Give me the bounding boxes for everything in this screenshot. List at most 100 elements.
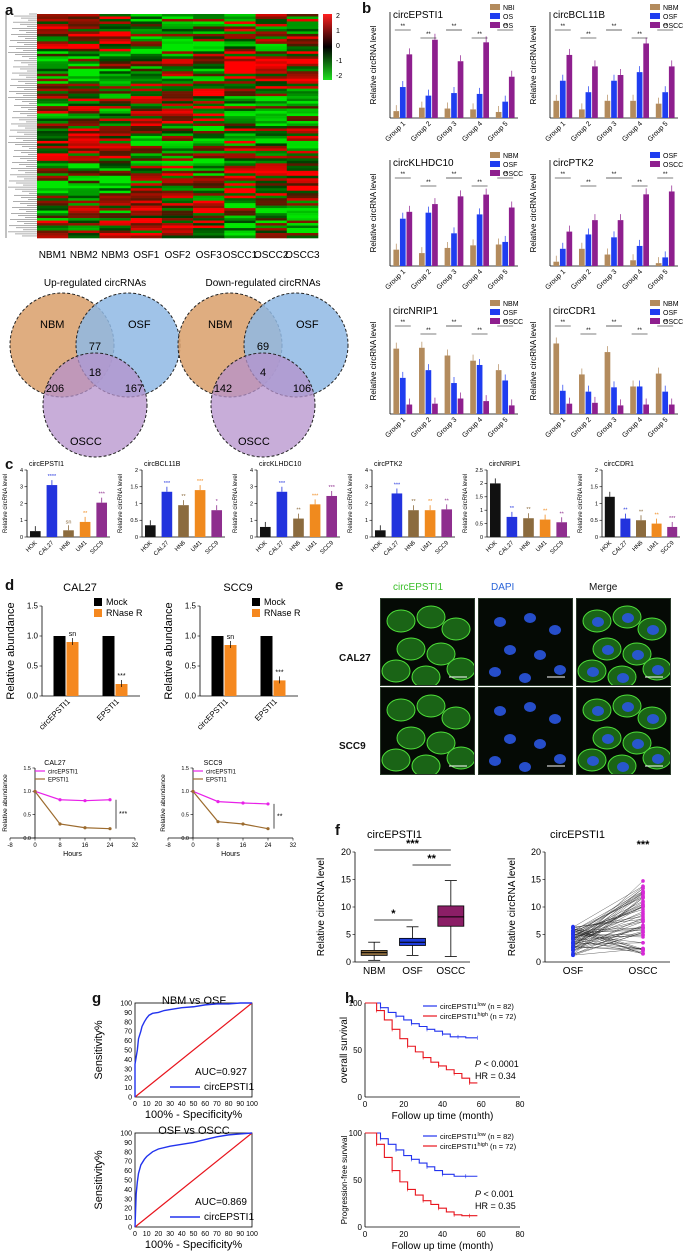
bar [636,520,646,537]
heatmap-cell [161,168,194,172]
heatmap-cell [286,153,319,157]
significance-mark: ** [510,506,515,512]
y-tick-label: 70 [124,1029,132,1036]
bar [309,504,321,537]
heatmap-cell [130,51,163,55]
heatmap-cell [224,210,256,214]
heatmap-cell [224,33,256,37]
pair-line [572,897,644,955]
heatmap-cell [286,168,319,172]
heatmap-cell [130,138,163,142]
heatmap-cell [224,98,256,102]
heatmap-cell [255,28,288,32]
bar [655,373,662,414]
y-tick-label: 1.5 [185,602,197,611]
heatmap-cells [37,14,319,239]
y-tick-label: 1 [20,518,23,524]
bar [393,249,400,266]
heatmap-cell [68,208,100,211]
y-tick-label: 0 [128,1225,132,1232]
y-tick-label: 50 [124,1048,132,1055]
significance-mark: ** [586,32,591,38]
x-tick-label: Group 2 [410,416,433,439]
legend-label: Mock [106,597,128,607]
legend-label: OSCC [663,23,683,30]
heatmap-cell [161,163,194,167]
y-tick-label: 80 [124,1149,132,1156]
heatmap-cell [37,140,69,144]
blue-nucleus [549,625,561,635]
heatmap-cell [255,66,288,70]
significance-mark: ** [586,328,591,334]
heatmap-cell [224,106,256,109]
heatmap-cell [161,111,194,114]
bar [259,526,271,537]
heatmap-cell [161,51,194,55]
heatmap-cell [68,43,100,47]
y-axis-label: Relative circRNA level [529,25,538,104]
y-tick-label: 0.5 [475,521,483,527]
significance-mark: ** [663,24,668,30]
heatmap-cell [161,195,194,199]
x-tick-label: Group 3 [596,416,619,439]
heatmap-cell [68,93,100,97]
significance-mark: *** [164,481,171,487]
x-tick-label: circEPSTI1 [37,697,72,732]
y-tick-label: 50 [353,1046,362,1055]
heatmap-cell [193,215,225,219]
heatmap-cell [286,210,319,214]
significance-mark: *** [669,516,676,522]
heatmap-cell [224,63,256,67]
heatmap-cell [255,133,288,137]
x-tick-label: Group 5 [647,416,670,439]
y-tick-label: 0.0 [23,836,31,842]
heatmap-cell [224,51,256,55]
heatmap-cell [99,66,131,70]
significance-mark: ** [452,172,457,178]
bar [326,495,338,537]
heatmap-cell [68,91,100,94]
heatmap-cell [255,190,288,194]
heatmap-cell [130,218,163,221]
bar [508,405,515,414]
heatmap-cell [286,158,319,162]
heatmap-cell [224,58,256,62]
data-point [58,822,62,826]
oscc-point [641,919,645,924]
blue-nucleus [504,645,516,655]
heatmap-cell [68,38,100,42]
heatmap-cell [68,190,100,194]
heatmap-cell [37,121,69,124]
heatmap-cell [37,203,69,206]
heatmap-cell [193,76,225,80]
heatmap-cell [255,31,288,35]
heatmap-cell [161,21,194,25]
y-tick-label: 100 [349,999,363,1008]
heatmap-cell [224,178,256,182]
heatmap-cell [193,160,225,164]
y-tick-label: 50 [353,1176,362,1185]
bar [483,194,489,266]
heatmap-cell [255,168,288,172]
heatmap-cell [37,165,69,169]
heatmap-cell [224,53,256,57]
x-tick-label: 0 [191,843,195,849]
heatmap-cell [161,121,194,124]
heatmap-cell [193,230,225,234]
heatmap-cell [286,223,319,226]
heatmap-cell [193,140,225,144]
heatmap-cell [193,61,225,65]
x-tick-label: CAL27 [498,540,516,558]
pair-line [572,934,644,941]
significance-mark: **** [48,474,57,480]
blue-nucleus [622,613,634,623]
heatmap-cell [161,18,194,22]
chart-title: circPTK2 [374,461,403,468]
bar [102,636,115,696]
significance-mark: *** [119,811,127,818]
heatmap-cell [99,168,131,172]
